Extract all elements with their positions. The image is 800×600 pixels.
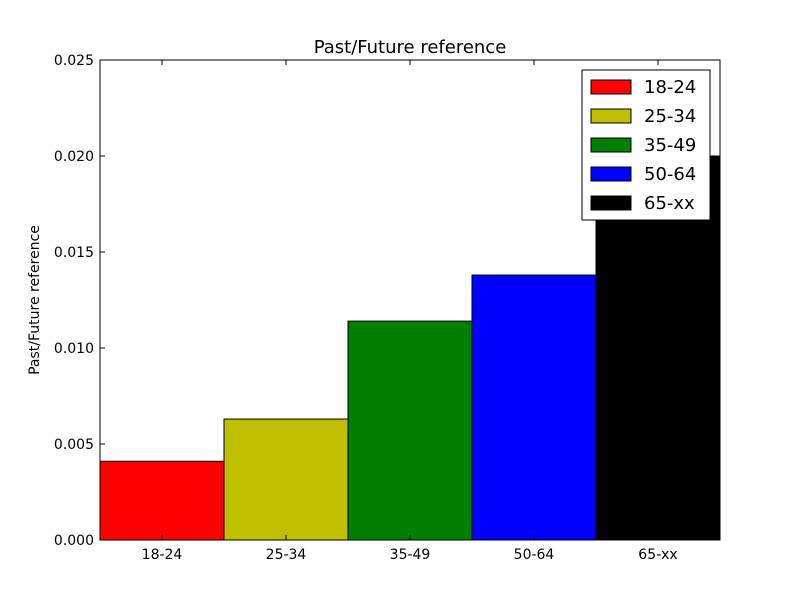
bars-group (99, 155, 721, 541)
y-tick-label: 0.000 (54, 533, 94, 549)
legend-swatch-25-34 (590, 108, 632, 124)
legend-swatch-35-49 (590, 137, 632, 153)
y-axis-label: Past/Future reference (27, 225, 43, 375)
legend-label-65-xx: 65-xx (644, 193, 695, 214)
legend-label-25-34: 25-34 (644, 106, 696, 127)
chart-title: Past/Future reference (314, 37, 507, 58)
legend-swatch-50-64 (590, 166, 632, 182)
x-tick-label: 50-64 (514, 547, 555, 563)
bar-25-34 (223, 418, 349, 541)
x-tick-label: 18-24 (142, 547, 183, 563)
y-tick-label: 0.025 (54, 53, 94, 69)
bar-50-64 (471, 274, 597, 541)
y-tick-label: 0.015 (54, 245, 94, 261)
legend-swatch-18-24 (590, 79, 632, 95)
legend-swatch-65-xx (590, 195, 632, 211)
x-tick-label: 25-34 (266, 547, 307, 563)
legend-label-35-49: 35-49 (644, 135, 696, 156)
legend: 18-24 25-34 35-49 50-64 65-xx (581, 69, 711, 221)
x-tick-label: 35-49 (390, 547, 431, 563)
y-axis: 0.000 0.005 0.010 0.015 0.020 0.025 (54, 53, 720, 549)
bar-35-49 (347, 320, 473, 541)
legend-label-18-24: 18-24 (644, 77, 696, 98)
bar-18-24 (99, 460, 225, 541)
y-tick-label: 0.010 (54, 341, 94, 357)
y-tick-label: 0.005 (54, 437, 94, 453)
legend-label-50-64: 50-64 (644, 164, 696, 185)
y-tick-label: 0.020 (54, 149, 94, 165)
x-tick-label: 65-xx (638, 547, 677, 563)
x-axis: 18-24 25-34 35-49 50-64 65-xx (142, 60, 678, 563)
